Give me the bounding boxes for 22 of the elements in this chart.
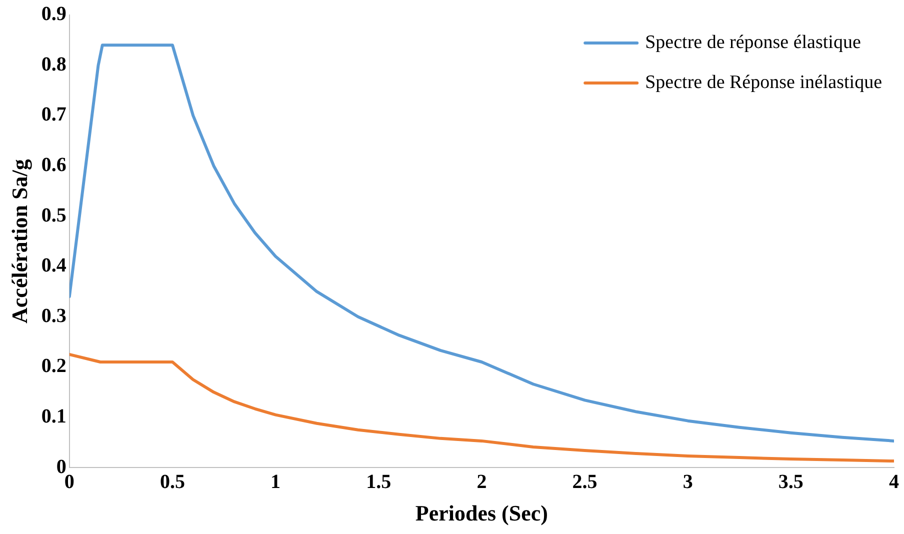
y-tick-label: 0.5 xyxy=(41,204,66,226)
y-axis-title: Accélération Sa/g xyxy=(6,159,32,324)
x-axis-title: Periodes (Sec) xyxy=(415,500,548,526)
legend-label: Spectre de réponse élastique xyxy=(645,32,861,53)
x-tick-label: 0.5 xyxy=(160,470,185,493)
x-tick-label: 4 xyxy=(889,470,899,493)
y-tick-label: 0 xyxy=(56,456,66,478)
x-tick-label: 2.5 xyxy=(572,470,598,493)
y-tick-label: 0.6 xyxy=(41,154,66,176)
y-tick-label: 0.7 xyxy=(41,104,66,126)
y-tick-label: 0.8 xyxy=(41,53,66,76)
y-tick-label: 0.9 xyxy=(41,3,66,26)
x-tick-label: 1.5 xyxy=(366,470,392,493)
legend-label: Spectre de Réponse inélastique xyxy=(645,72,882,93)
x-tick-label: 1 xyxy=(270,470,281,493)
y-tick-label: 0.2 xyxy=(41,355,66,378)
x-tick-label: 3 xyxy=(682,470,693,493)
x-tick-label: 3.5 xyxy=(778,470,804,493)
y-tick-label: 0.4 xyxy=(41,254,66,277)
x-tick-label: 2 xyxy=(476,470,487,493)
y-tick-label: 0.1 xyxy=(41,405,66,428)
y-tick-label: 0.3 xyxy=(41,304,66,327)
